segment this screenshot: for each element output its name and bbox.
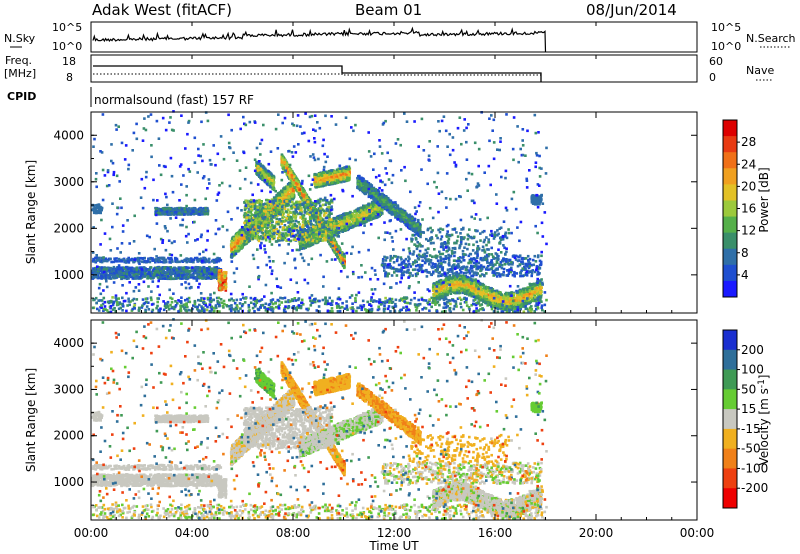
velocity-data-layer [91,318,548,521]
freq-tick-low: 8 [66,71,73,84]
nsearch-label: N.Search [746,32,796,45]
freq-panel [90,54,698,83]
power-colorbar-swatch [723,136,737,153]
velocity-colorbar-swatch [723,389,737,410]
power-colorbar-tick-label: 8 [741,246,749,260]
freq-unit: [MHz] [4,67,36,80]
power-colorbar-tick-label: 28 [741,135,756,149]
velocity-colorbar-swatch [723,428,737,450]
power-colorbar-tick-label: 16 [741,202,756,216]
velocity-colorbar-tick-label: 50 [741,382,756,396]
power-colorbar-swatch [723,264,737,282]
power-colorbar-swatch [723,184,737,201]
velocity-colorbar-tick-label: -15 [741,422,761,436]
nsky-tick-high: 10^5 [52,21,82,34]
x-axis: 00:00 04:00 08:00 12:00 16:00 20:00 00:00 [74,22,715,540]
y-tick-label: 4000 [53,128,84,142]
x-tick-label: 04:00 [175,526,210,540]
velocity-colorbar-swatch [723,349,737,371]
power-colorbar-swatch [723,216,737,234]
velocity-colorbar-tick-label: 100 [741,363,764,377]
nave-label: Nave [746,64,774,77]
y-tick-label: 2000 [53,221,84,235]
nsky-label: N.Sky [4,32,36,45]
velocity-colorbar-tick-label: -200 [741,481,768,495]
freq-trace [93,65,542,82]
y-tick-label: 2000 [53,429,84,443]
freq-label: Freq. [5,54,32,67]
power-colorbar-tick-label: 20 [741,179,756,193]
power-colorbar-swatch [723,168,737,185]
nave-tick-high: 60 [709,55,723,68]
y-tick-label: 3000 [53,175,84,189]
x-tick-label: 00:00 [74,526,109,540]
power-colorbar-swatch [723,152,737,169]
power-colorbar-tick-label: 4 [741,268,749,282]
power-colorbar-tick-label: 24 [741,157,756,171]
nsky-panel [90,21,698,53]
cpid-text: normalsound (fast) 157 RF [94,93,254,107]
station-title: Adak West (fitACF) [92,1,232,19]
nsky-trace [92,26,547,53]
power-colorbar: 28 24 20 16 12 8 4 [722,119,756,298]
x-tick-label: 20:00 [579,526,614,540]
power-colorbar-swatch [723,200,737,218]
velocity-colorbar: 200 100 50 15 -15 -50 -100 -200 [722,329,768,509]
velocity-colorbar-swatch [723,448,737,469]
power-ylabel: Slant Range [km] [24,160,38,264]
x-tick-label: 08:00 [276,526,311,540]
y-tick-label: 3000 [53,382,84,396]
y-tick-label: 4000 [53,336,84,350]
x-tick-label: 12:00 [377,526,412,540]
y-tick-label: 1000 [53,475,84,489]
velocity-colorbar-swatch [723,409,737,430]
power-colorbar-swatch [723,280,737,298]
freq-tick-high: 18 [62,55,76,68]
nsky-tick-low-right: 10^0 [711,40,741,53]
x-axis-label: Time UT [368,539,419,553]
velocity-colorbar-swatch [723,488,737,509]
power-colorbar-swatch [723,120,737,137]
x-tick-label: 00:00 [680,526,715,540]
power-data-layer [91,110,548,314]
velocity-colorbar-swatch [723,468,737,489]
nsky-tick-low: 10^0 [52,40,82,53]
cpid-label: CPID [7,90,36,103]
velocity-colorbar-tick-label: 15 [741,402,756,416]
power-y-ticks: 1000 2000 3000 4000 [53,111,697,299]
y-tick-label: 1000 [53,268,84,282]
velocity-y-ticks: 1000 2000 3000 4000 [53,319,697,506]
velocity-colorbar-swatch [723,330,737,351]
nave-tick-low: 0 [709,71,716,84]
nave-trace [93,73,541,76]
power-colorbar-tick-label: 12 [741,224,756,238]
power-colorbar-label: Power [dB] [757,167,771,232]
x-tick-label: 16:00 [478,526,513,540]
power-colorbar-swatch [723,232,737,250]
velocity-colorbar-tick-label: 200 [741,343,764,357]
velocity-ylabel: Slant Range [km] [24,368,38,472]
beam-title: Beam 01 [355,1,422,19]
velocity-colorbar-tick-label: -50 [741,442,761,456]
power-colorbar-swatch [723,248,737,266]
velocity-colorbar-label: Velocity [m s-1] [757,375,771,466]
nsky-tick-high-right: 10^5 [711,21,741,34]
velocity-colorbar-swatch [723,369,737,390]
velocity-colorbar-tick-label: -100 [741,461,768,475]
date-title: 08/Jun/2014 [586,1,677,19]
